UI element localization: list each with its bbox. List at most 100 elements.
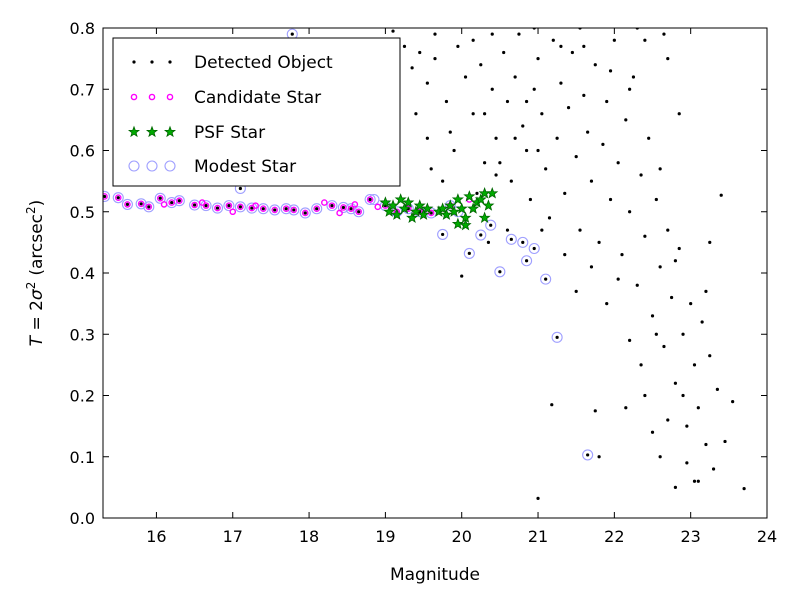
psf-star-point — [455, 202, 468, 214]
detected-object-point — [536, 496, 540, 500]
series-psf-star — [379, 187, 499, 231]
detected-object-point — [593, 63, 597, 67]
legend-symbol — [146, 160, 158, 172]
detected-object-point — [601, 142, 605, 146]
legend-symbol — [163, 125, 177, 138]
detected-object-point — [559, 81, 563, 85]
modest-star-point — [189, 199, 201, 211]
psf-star-point — [448, 205, 461, 217]
y-axis-title-unit-sup: 2 — [24, 206, 38, 214]
y-tick-label: 0.2 — [70, 387, 95, 406]
detected-object-point — [536, 57, 540, 61]
detected-object-point — [555, 136, 559, 140]
detected-object-point — [673, 259, 678, 263]
modest-star-point — [437, 228, 449, 240]
candidate-star-point — [282, 205, 290, 212]
modest-star-point — [505, 233, 517, 245]
candidate-star-point — [137, 200, 145, 208]
detected-object-point — [616, 161, 620, 165]
x-tick-label: 23 — [680, 527, 700, 546]
candidate-star-point — [156, 194, 164, 202]
detected-object-point — [471, 112, 475, 116]
detected-object-point — [708, 354, 712, 358]
psf-star-point — [383, 205, 396, 217]
detected-object-point — [147, 205, 151, 209]
modest-star-point — [257, 203, 269, 215]
detected-object-point — [624, 406, 628, 410]
psf-star-point — [421, 202, 434, 214]
detected-object-point — [341, 205, 346, 210]
detected-object-point — [524, 259, 529, 263]
detected-object-point — [685, 424, 689, 428]
modest-star-point — [223, 200, 235, 212]
legend-marker-dot — [132, 60, 172, 64]
modest-star-point — [485, 219, 497, 231]
detected-object-point — [425, 81, 429, 85]
detected-object-point — [452, 148, 456, 153]
detected-object-point — [692, 363, 697, 367]
legend-label-candidate: Candidate Star — [194, 88, 321, 108]
detected-object-point — [456, 44, 460, 48]
detected-object-point — [479, 233, 483, 237]
psf-star-point — [390, 208, 403, 220]
detected-object-point — [563, 191, 567, 195]
detected-object-point — [509, 237, 513, 241]
detected-object-point — [578, 228, 582, 232]
detected-object-point — [448, 130, 452, 134]
candidate-star-point — [374, 203, 382, 211]
detected-object-point — [662, 344, 666, 349]
y-axis-title-unit: (arcsec — [27, 214, 47, 276]
detected-object-point — [658, 167, 662, 171]
x-tick-label: 17 — [223, 527, 243, 546]
detected-object-point — [170, 200, 174, 205]
candidate-star-point — [313, 205, 321, 212]
detected-object-point — [250, 206, 254, 210]
candidate-star-point — [168, 199, 175, 206]
detected-object-point — [620, 253, 624, 257]
detected-object-point — [563, 253, 567, 257]
modest-star-point — [494, 266, 506, 278]
detected-object-point — [574, 289, 578, 293]
detected-object-point — [273, 208, 277, 212]
detected-object-point — [357, 210, 361, 214]
detected-object-point — [742, 487, 746, 491]
candidate-star-point — [351, 201, 359, 208]
x-tick-label: 22 — [604, 527, 624, 546]
detected-object-point — [566, 106, 571, 110]
candidate-star-point — [328, 202, 336, 209]
detected-object-point — [666, 57, 670, 61]
legend-item-modest: Modest Star — [128, 157, 296, 177]
modest-star-point — [103, 190, 111, 202]
psf-star-point — [486, 187, 499, 199]
detected-object-point — [524, 99, 529, 104]
detected-object-point — [597, 455, 601, 459]
legend-box — [112, 37, 401, 187]
y-axis-title-lhs: T — [27, 334, 47, 346]
modest-star-point — [135, 198, 147, 210]
y-tick-label: 0.8 — [70, 19, 95, 38]
detected-object-point — [631, 75, 636, 79]
detected-object-point — [540, 228, 544, 232]
detected-object-point — [612, 38, 616, 42]
modest-star-point — [528, 242, 540, 255]
legend-marker-candidate — [130, 93, 174, 101]
detected-object-point — [418, 50, 422, 55]
x-tick-label: 19 — [375, 527, 395, 546]
detected-object-point — [349, 207, 353, 211]
y-tick-label: 0.6 — [70, 142, 95, 161]
legend-item-psf: PSF Star — [127, 123, 265, 143]
detected-object-point — [555, 335, 559, 339]
detected-object-point — [303, 211, 307, 215]
candidate-star-point — [225, 202, 233, 209]
detected-object-point — [647, 136, 651, 140]
y-axis-title-sup: 2 — [24, 282, 38, 290]
detected-object-point — [429, 167, 433, 171]
detected-object-point — [654, 197, 658, 202]
y-tick-label: 0.5 — [70, 203, 95, 222]
detected-object-point — [192, 203, 197, 207]
modest-star-point — [521, 255, 533, 267]
detected-object-point — [643, 38, 647, 42]
detected-object-point — [700, 320, 704, 324]
detected-object-point — [658, 265, 662, 269]
detected-object-point — [483, 112, 487, 116]
